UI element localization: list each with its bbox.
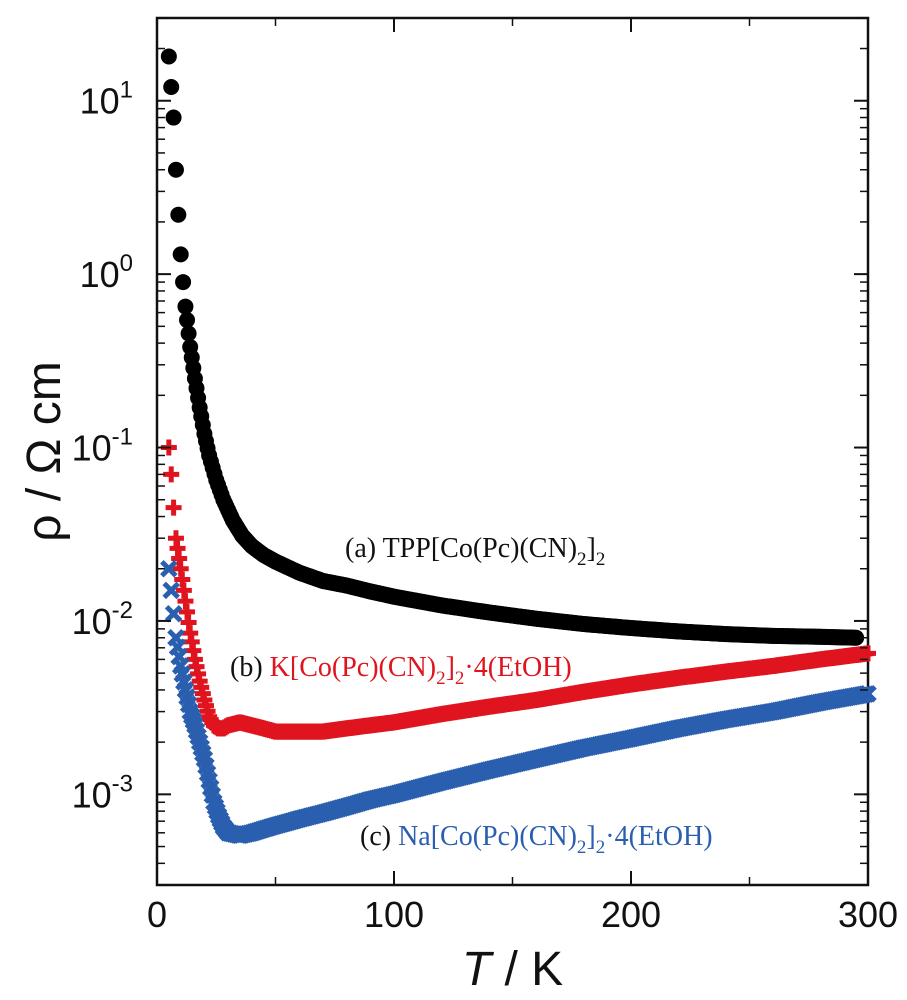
plot-frame [155,16,870,887]
data-point [859,685,877,703]
series-a [160,48,865,646]
y-tick-base: 10 [80,254,120,295]
x-tick-label: 200 [601,894,661,935]
series-group [160,48,877,845]
series-label-a: (a) TPP[Co(Pc)(CN)2]2 [345,533,605,570]
data-point [164,604,183,623]
x-axis-title-italic: T [462,943,495,996]
x-axis-title: T / K [462,943,563,996]
series-label-text: ] [446,652,455,683]
series-label-prefix: (c) [360,821,398,852]
series-label-subscript: 2 [455,668,465,689]
y-tick-base: 10 [72,774,112,815]
data-point [162,581,180,600]
y-tick-exponent: -2 [112,597,133,624]
series-label-text: ] [587,533,596,564]
data-point [175,274,192,291]
series-label-text: K[Co(Pc)(CN) [270,652,436,683]
series-label-text: TPP[Co(Pc)(CN) [383,533,577,564]
y-tick-exponent: -1 [112,424,133,451]
y-tick-label: 100 [80,250,133,295]
series-label-c: (c) Na[Co(Pc)(CN)2]2·4(EtOH) [360,821,713,858]
axis-titles-group: T / K ρ / Ω cm [18,361,563,996]
x-tick-label: 300 [838,894,898,935]
data-point [170,206,187,223]
y-tick-exponent: 0 [120,250,133,277]
data-point [165,499,182,516]
series-label-subscript: 2 [436,668,446,689]
series-label-b: (b) K[Co(Pc)(CN)2]2·4(EtOH) [230,652,572,689]
y-axis-title: ρ / Ω cm [18,361,71,542]
y-tick-exponent: -3 [112,770,133,797]
series-c [160,559,877,845]
x-tick-label: 100 [364,894,424,935]
data-point [180,325,197,342]
data-point [172,246,189,263]
y-tick-label: 10-3 [72,770,133,815]
annotations-group: (a) TPP[Co(Pc)(CN)2]2(b) K[Co(Pc)(CN)2]2… [230,533,713,858]
data-point [165,109,182,126]
y-tick-label: 10-2 [72,597,133,642]
y-tick-base: 10 [80,81,120,122]
series-label-text: ·4(EtOH) [464,652,571,683]
y-tick-label: 101 [80,77,133,122]
series-label-text: Na[Co(Pc)(CN) [398,821,577,852]
series-label-prefix: (a) [345,533,383,564]
data-point [163,79,180,96]
series-b [160,439,876,740]
y-tick-base: 10 [72,601,112,642]
data-point [160,559,178,578]
y-tick-label: 10-1 [72,424,133,469]
series-label-prefix: (b) [230,652,270,683]
y-tick-base: 10 [72,428,112,469]
series-label-subscript: 2 [577,837,587,858]
data-point [179,312,196,329]
x-tick-label: 0 [147,894,167,935]
series-label-subscript: 2 [596,549,606,570]
ticks-group [156,17,869,886]
data-point [160,48,177,65]
axes-frame-group [155,16,870,887]
data-point [167,161,184,178]
series-label-text: ] [586,821,595,852]
data-point [177,298,194,315]
data-point [848,629,865,646]
series-label-subscript: 2 [577,549,587,570]
data-point [163,466,180,483]
y-tick-exponent: 1 [120,77,133,104]
series-label-text: ·4(EtOH) [605,821,712,852]
series-label-subscript: 2 [596,837,606,858]
x-axis-title-unit: / K [491,943,563,996]
